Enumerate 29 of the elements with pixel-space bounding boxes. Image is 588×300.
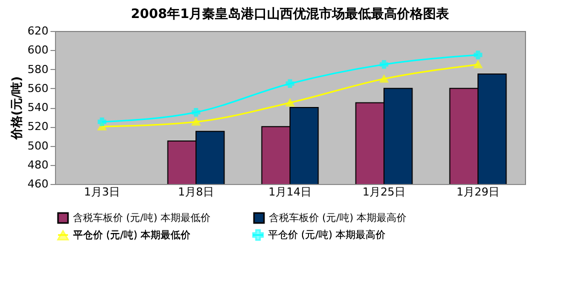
point <box>474 60 482 68</box>
legend-label: 含税车板价 (元/吨) 本期最低价 <box>73 212 211 224</box>
y-axis-title: 价格(元/吨) <box>10 76 24 141</box>
y-tick-label: 460 <box>28 178 48 190</box>
y-tick-label: 540 <box>28 101 48 114</box>
point <box>474 50 482 60</box>
y-tick-label: 620 <box>28 24 48 38</box>
point <box>380 75 388 83</box>
x-tick-label: 1月14日 <box>268 186 312 198</box>
point <box>380 60 388 69</box>
legend-label: 平仓价 (元/吨) 本期最低价 <box>73 229 191 242</box>
chart-title: 2008年1月秦皇岛港口山西优混市场最低最高价格图表 <box>130 6 450 22</box>
y-tick-label: 520 <box>28 120 48 134</box>
point <box>192 108 200 117</box>
y-tick-label: 560 <box>28 82 48 95</box>
y-tick-label: 480 <box>28 158 48 172</box>
x-tick-label: 1月29日 <box>456 186 500 198</box>
x-tick-label: 1月3日 <box>84 186 120 198</box>
point <box>286 98 294 107</box>
x-tick-label: 1月25日 <box>362 186 406 198</box>
point <box>98 118 106 126</box>
y-tick-label: 500 <box>28 139 48 152</box>
y-tick-label: 580 <box>28 62 48 76</box>
point <box>192 118 200 126</box>
x-tick-label: 1月8日 <box>178 186 214 198</box>
y-tick-label: 600 <box>28 44 48 57</box>
legend-label: 含税车板价 (元/吨) 本期最高价 <box>269 212 407 224</box>
point <box>286 79 294 88</box>
legend-label: 平仓价 (元/吨) 本期最高价 <box>268 229 386 241</box>
